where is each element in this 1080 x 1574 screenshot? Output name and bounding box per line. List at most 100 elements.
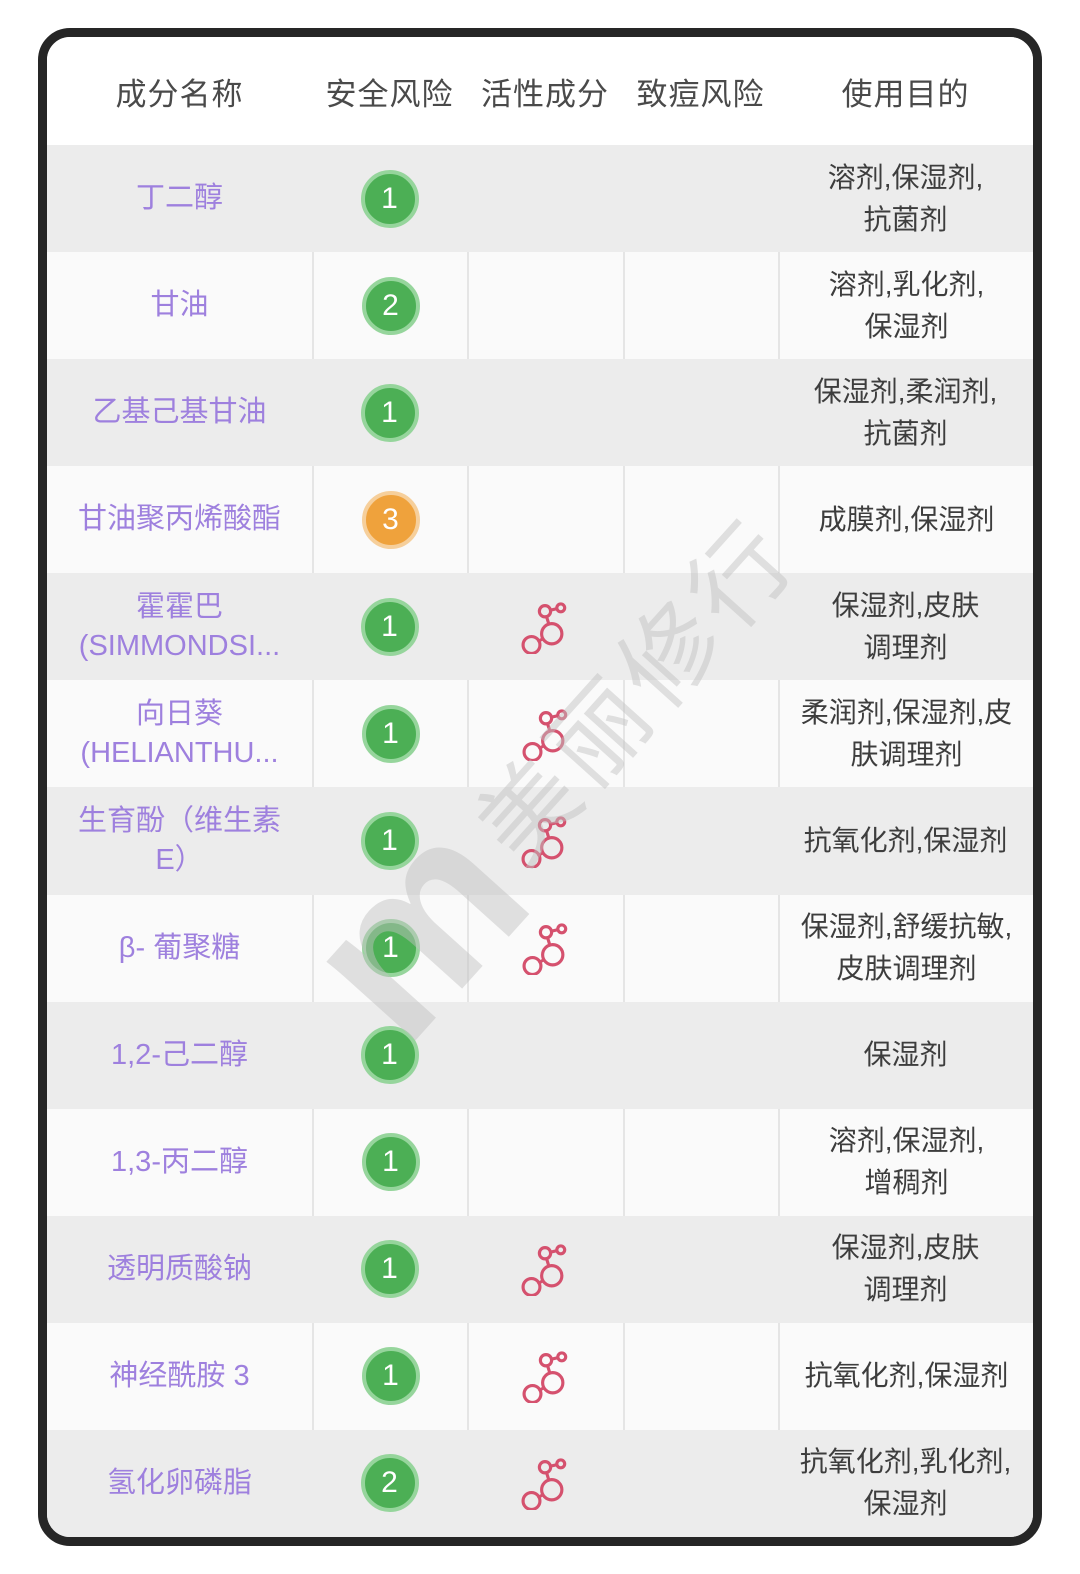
- active-ingredient-cell: [467, 359, 623, 466]
- active-ingredient-cell: [467, 1216, 623, 1323]
- usage-purpose: 保湿剂: [863, 1039, 948, 1071]
- molecule-icon: [521, 816, 567, 868]
- molecule-icon: [521, 1244, 567, 1297]
- safety-risk-cell: 1: [312, 1108, 467, 1216]
- safety-risk-badge: 1: [360, 597, 419, 656]
- column-header-ingredient-name: 成分名称: [115, 76, 244, 112]
- table-row: 氢化卵磷脂 2 抗氧化剂,乳化剂, 保湿剂: [47, 1429, 1033, 1537]
- active-ingredient-cell: [467, 894, 623, 1002]
- acne-risk-cell: [623, 787, 778, 894]
- active-ingredient-cell: [467, 680, 623, 788]
- safety-risk-cell: 1: [312, 573, 467, 680]
- ingredient-name[interactable]: 1,3-丙二醇: [111, 1145, 248, 1178]
- ingredient-name[interactable]: 透明质酸钠: [106, 1252, 252, 1285]
- safety-risk-badge: 2: [361, 276, 420, 335]
- safety-risk-badge: 1: [360, 812, 419, 870]
- acne-risk-cell: [623, 359, 778, 466]
- ingredient-name[interactable]: 氢化卵磷脂: [106, 1466, 252, 1499]
- safety-risk-cell: 1: [312, 1002, 467, 1109]
- safety-risk-badge: 3: [361, 490, 420, 549]
- acne-risk-cell: [623, 573, 778, 680]
- active-ingredient-cell: [467, 1108, 623, 1216]
- usage-purpose: 溶剂,乳化剂, 保湿剂: [778, 252, 1033, 360]
- acne-risk-cell: [623, 894, 778, 1002]
- safety-risk-badge: 1: [361, 1133, 420, 1192]
- column-header-active-ingredient: 活性成分: [481, 76, 609, 112]
- usage-purpose: 抗氧化剂,保湿剂: [778, 1322, 1033, 1430]
- active-ingredient-cell: [467, 1430, 623, 1537]
- column-header-safety-risk: 安全风险: [325, 76, 454, 112]
- ingredient-name[interactable]: 向日葵 (HELIANTHU...: [80, 697, 279, 769]
- acne-risk-cell: [623, 1108, 778, 1216]
- ingredient-name[interactable]: 神经酰胺 3: [109, 1359, 250, 1392]
- table-row: 1,2-己二醇 1 保湿剂: [47, 1001, 1033, 1109]
- usage-purpose: 保湿剂,皮肤 调理剂: [831, 1232, 980, 1306]
- usage-purpose: 保湿剂,皮肤 调理剂: [831, 589, 980, 663]
- column-header-usage-purpose: 使用目的: [841, 76, 970, 112]
- safety-risk-badge: 2: [360, 1454, 419, 1513]
- acne-risk-cell: [623, 680, 778, 788]
- active-ingredient-cell: [467, 466, 623, 574]
- acne-risk-cell: [623, 1322, 778, 1430]
- safety-risk-cell: 2: [312, 252, 467, 360]
- active-ingredient-cell: [467, 252, 623, 360]
- table-row: 透明质酸钠 1 保湿剂,皮肤 调理剂: [47, 1215, 1033, 1323]
- acne-risk-cell: [623, 145, 778, 252]
- safety-risk-cell: 3: [312, 466, 467, 574]
- table-row: 丁二醇 1 溶剂,保湿剂, 抗菌剂: [47, 145, 1033, 253]
- ingredient-name[interactable]: β- 葡聚糖: [118, 931, 241, 964]
- safety-risk-cell: 1: [312, 680, 467, 788]
- safety-risk-badge: 1: [360, 169, 419, 228]
- ingredient-name[interactable]: 甘油: [150, 289, 209, 322]
- molecule-icon: [521, 1458, 567, 1511]
- acne-risk-cell: [623, 1216, 778, 1323]
- active-ingredient-cell: [467, 145, 623, 252]
- table-row: 乙基己基甘油 1 保湿剂,柔润剂, 抗菌剂: [47, 359, 1033, 467]
- ingredient-name[interactable]: 1,2-己二醇: [111, 1038, 248, 1071]
- usage-purpose: 柔润剂,保湿剂,皮 肤调理剂: [778, 680, 1033, 788]
- safety-risk-badge: 1: [360, 1240, 419, 1299]
- safety-risk-badge: 1: [361, 919, 420, 978]
- acne-risk-cell: [623, 1430, 778, 1537]
- ingredient-name[interactable]: 霍霍巴 (SIMMONDSI...: [78, 590, 281, 662]
- active-ingredient-cell: [467, 1322, 623, 1430]
- ingredient-table-card: 成分名称 安全风险 活性成分 致痘风险 使用目的 丁二醇 1 溶剂,保湿剂, 抗…: [38, 28, 1042, 1546]
- safety-risk-cell: 2: [312, 1430, 467, 1537]
- active-ingredient-cell: [467, 787, 623, 894]
- safety-risk-cell: 1: [312, 145, 467, 252]
- safety-risk-badge: 1: [360, 1026, 419, 1085]
- usage-purpose: 溶剂,保湿剂, 抗菌剂: [827, 161, 984, 235]
- ingredient-name[interactable]: 丁二醇: [135, 181, 223, 214]
- safety-risk-cell: 1: [312, 1216, 467, 1323]
- table-row: 霍霍巴 (SIMMONDSI... 1 保湿剂,皮肤 调理剂: [47, 573, 1033, 681]
- safety-risk-cell: 1: [312, 359, 467, 466]
- acne-risk-cell: [623, 466, 778, 574]
- safety-risk-cell: 1: [312, 894, 467, 1002]
- ingredient-name[interactable]: 生育酚（维生素 E）: [77, 804, 281, 876]
- safety-risk-cell: 1: [312, 1322, 467, 1430]
- molecule-icon: [522, 709, 568, 761]
- table-header-row: 成分名称 安全风险 活性成分 致痘风险 使用目的: [47, 37, 1033, 145]
- molecule-icon: [522, 1351, 568, 1404]
- safety-risk-badge: 1: [361, 704, 420, 763]
- ingredient-name[interactable]: 甘油聚丙烯酸酯: [77, 503, 281, 536]
- usage-purpose: 溶剂,保湿剂, 增稠剂: [778, 1108, 1033, 1216]
- table-row: 神经酰胺 3 1 抗氧化剂,保湿剂: [47, 1322, 1033, 1430]
- table-row: 甘油聚丙烯酸酯 3 成膜剂,保湿剂: [47, 466, 1033, 574]
- table-row: 甘油 2 溶剂,乳化剂, 保湿剂: [47, 252, 1033, 360]
- safety-risk-badge: 1: [361, 1347, 420, 1406]
- safety-risk-cell: 1: [312, 787, 467, 894]
- active-ingredient-cell: [467, 1002, 623, 1109]
- usage-purpose: 抗氧化剂,乳化剂, 保湿剂: [799, 1446, 1012, 1520]
- molecule-icon: [521, 602, 567, 654]
- usage-purpose: 保湿剂,舒缓抗敏, 皮肤调理剂: [778, 894, 1033, 1002]
- column-header-acne-risk: 致痘风险: [636, 76, 765, 112]
- ingredient-name[interactable]: 乙基己基甘油: [92, 396, 267, 429]
- acne-risk-cell: [623, 252, 778, 360]
- usage-purpose: 保湿剂,柔润剂, 抗菌剂: [813, 375, 998, 449]
- active-ingredient-cell: [467, 573, 623, 680]
- usage-purpose: 抗氧化剂,保湿剂: [803, 825, 1008, 856]
- acne-risk-cell: [623, 1002, 778, 1109]
- table-row: 向日葵 (HELIANTHU... 1 柔润剂,保湿剂,皮 肤调理剂: [47, 680, 1033, 788]
- usage-purpose: 成膜剂,保湿剂: [778, 466, 1033, 574]
